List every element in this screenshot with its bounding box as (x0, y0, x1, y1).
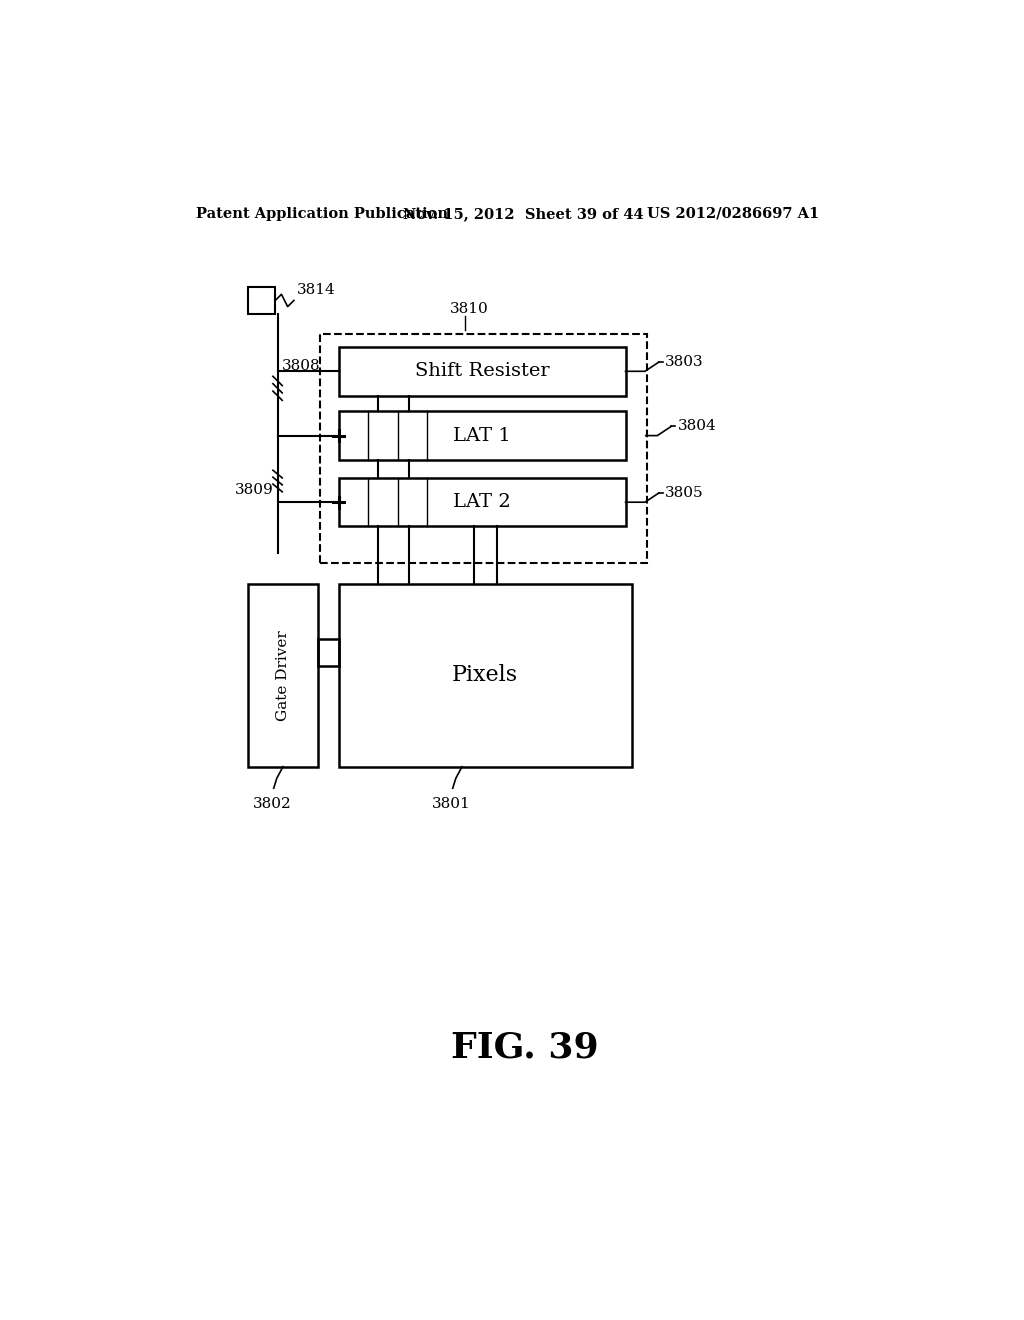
Text: 3805: 3805 (665, 486, 703, 500)
Text: LAT 1: LAT 1 (454, 426, 511, 445)
Bar (248, 286, 275, 314)
Text: 3814: 3814 (297, 282, 336, 297)
Text: 3803: 3803 (665, 355, 703, 370)
Bar (339, 347, 626, 396)
Text: 3810: 3810 (450, 301, 488, 315)
Text: Nov. 15, 2012  Sheet 39 of 44: Nov. 15, 2012 Sheet 39 of 44 (403, 207, 644, 220)
Text: Pixels: Pixels (453, 664, 518, 686)
Text: 3809: 3809 (234, 483, 273, 496)
Text: FIG. 39: FIG. 39 (451, 1031, 599, 1065)
Bar (339, 411, 626, 461)
Text: Gate Driver: Gate Driver (276, 630, 290, 721)
Bar (339, 478, 626, 527)
Text: 3804: 3804 (678, 420, 716, 433)
Text: US 2012/0286697 A1: US 2012/0286697 A1 (647, 207, 819, 220)
Text: Shift Resister: Shift Resister (415, 362, 550, 380)
Text: 3808: 3808 (282, 359, 321, 374)
Text: LAT 2: LAT 2 (454, 494, 511, 511)
Text: 3801: 3801 (432, 797, 471, 810)
Bar (321, 334, 647, 562)
Text: Patent Application Publication: Patent Application Publication (197, 207, 449, 220)
Bar (317, 639, 339, 667)
Bar (339, 585, 632, 767)
Bar (248, 585, 317, 767)
Text: 3802: 3802 (253, 797, 292, 810)
